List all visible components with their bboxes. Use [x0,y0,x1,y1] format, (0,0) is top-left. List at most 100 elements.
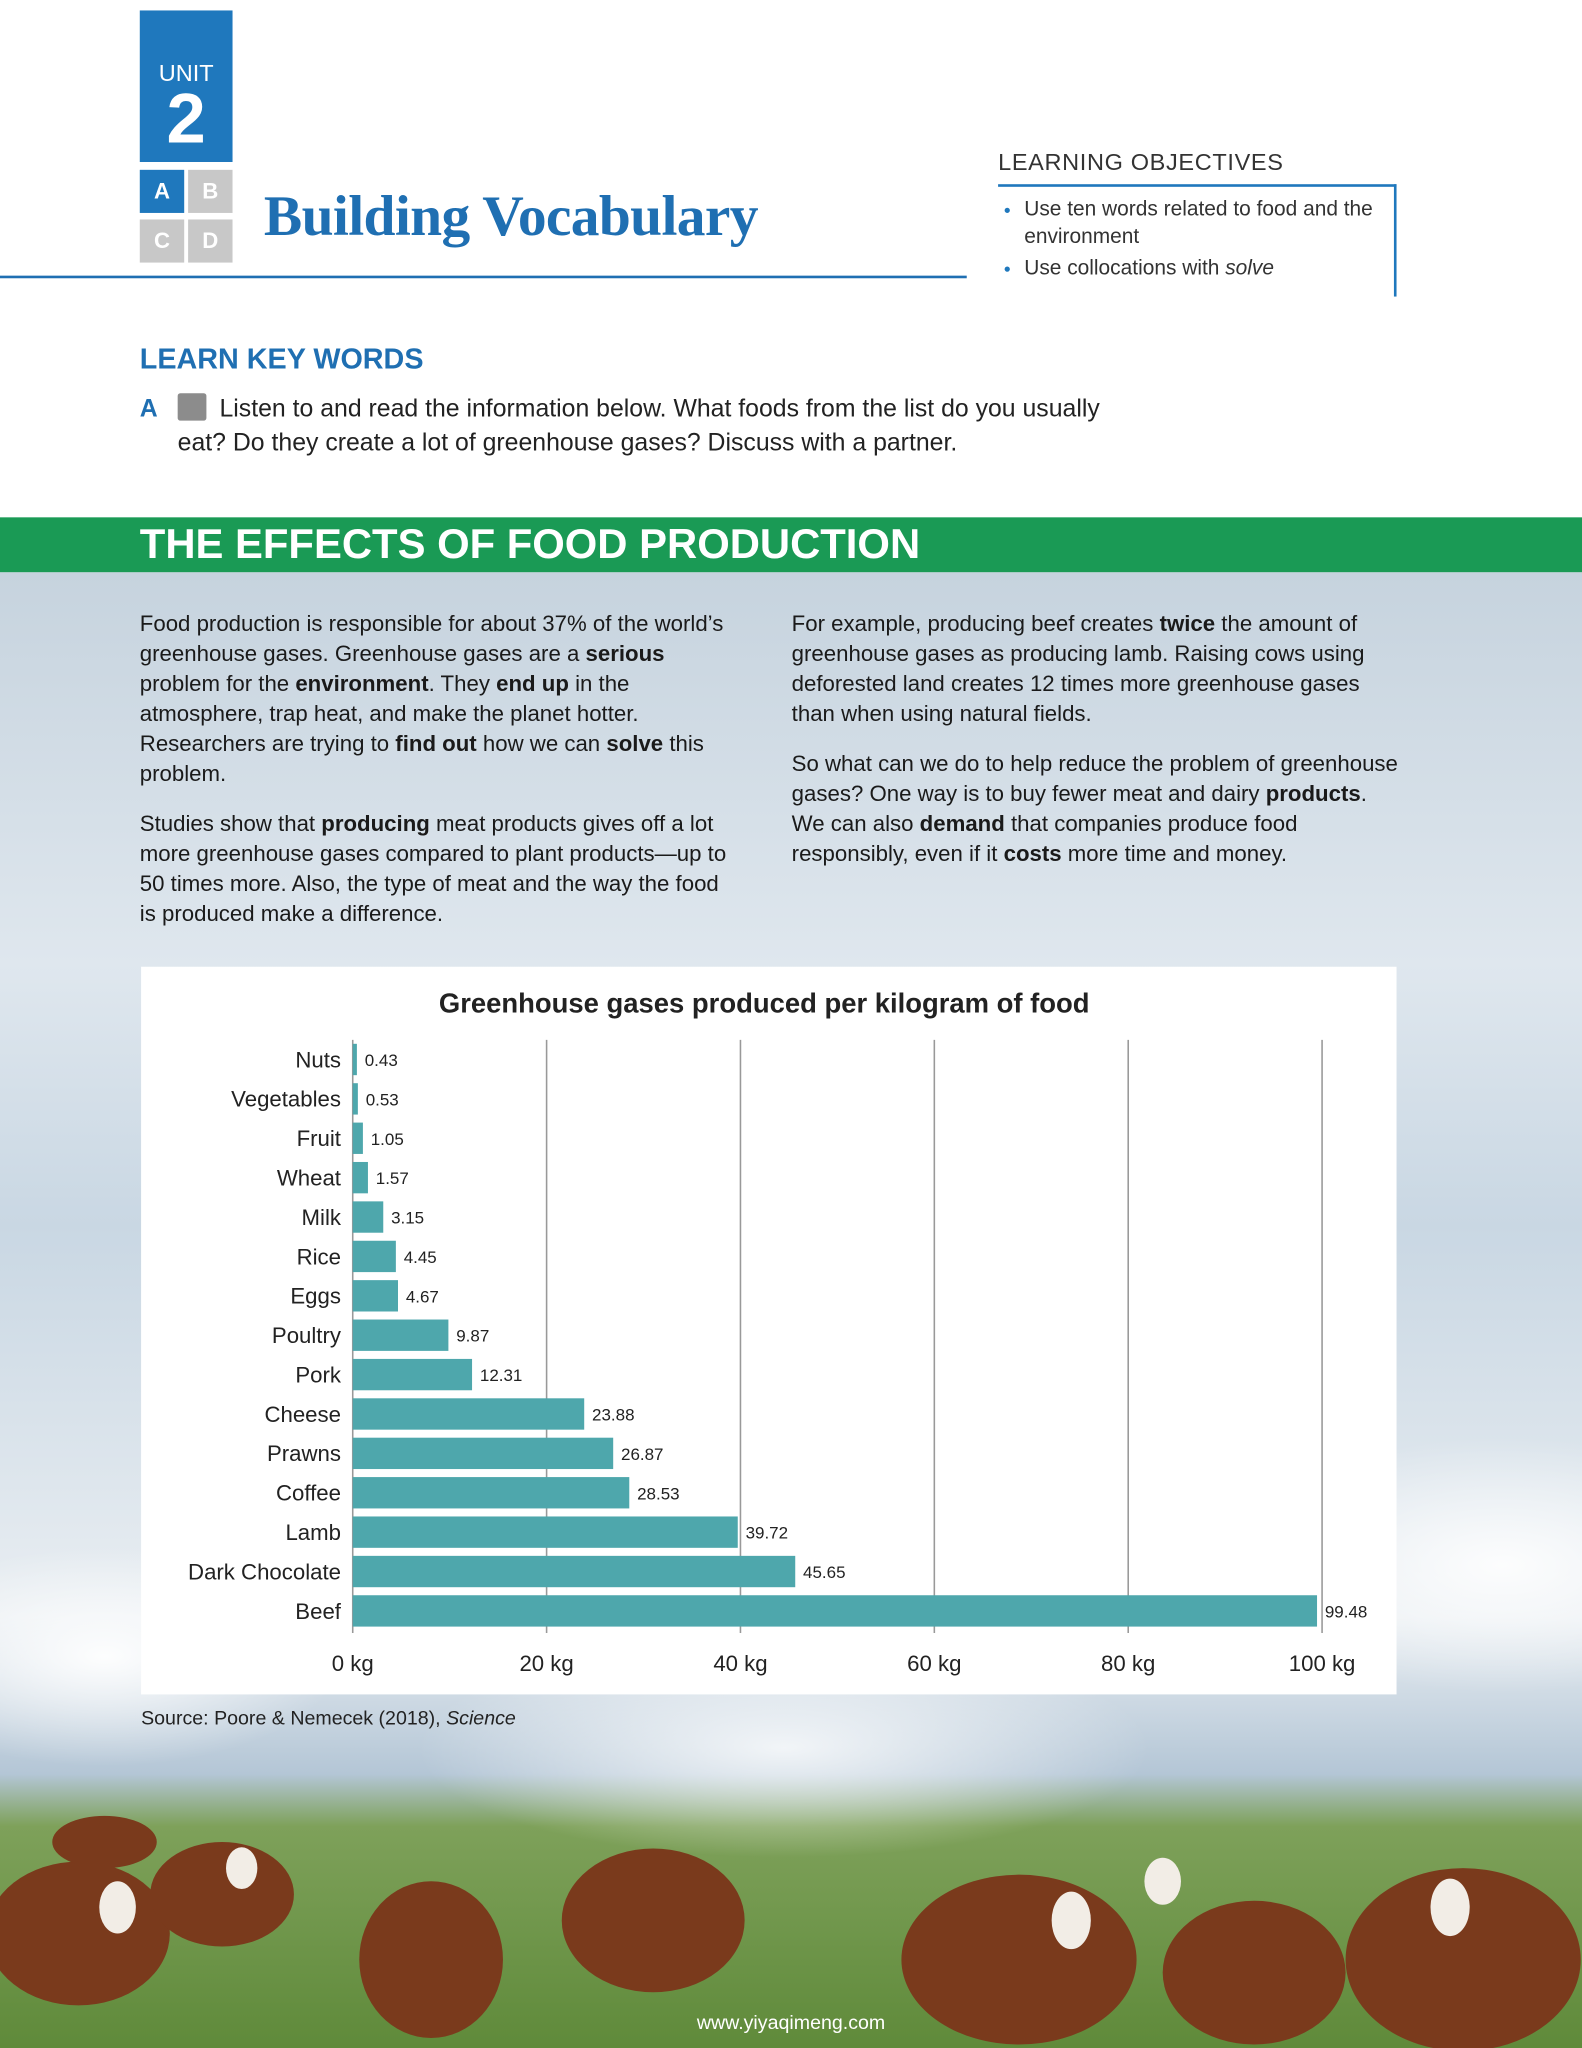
bar [352,1437,614,1470]
text-column: Food production is responsible for about… [140,609,734,949]
value-label: 1.57 [376,1169,409,1188]
cows-illustration [0,1815,1581,2048]
x-tick-label: 0 kg [332,1651,374,1676]
bar [352,1595,1318,1627]
text-run: meat products gives off a lot more green… [139,811,727,927]
y-tick-label: Poultry [272,1323,342,1348]
y-tick-label: Fruit [297,1126,341,1151]
y-tick-label: Prawns [267,1441,341,1466]
bar [352,1083,358,1115]
text-run: that companies produce food responsibly,… [791,811,1298,867]
emphasis: twice [1159,611,1216,637]
y-tick-label: Vegetables [231,1087,341,1112]
objectives-rule [998,184,1397,187]
bar [352,1043,357,1076]
x-tick-label: 80 kg [1101,1651,1155,1676]
bar [352,1280,398,1312]
value-label: 9.87 [456,1327,489,1346]
unit-badge: UNIT 2 [139,10,233,162]
bar [352,1477,630,1509]
value-label: 28.53 [637,1484,679,1503]
page-title: Building Vocabulary [263,184,759,249]
bar [352,1161,368,1194]
value-label: 39.72 [746,1524,788,1543]
emphasis: demand [919,811,1005,837]
bar [352,1122,363,1154]
unit-number: 2 [166,79,206,159]
emphasis: costs [1003,841,1062,867]
audio-icon[interactable] [177,393,207,421]
y-tick-label: Beef [295,1599,341,1624]
banner-title: THE EFFECTS OF FOOD PRODUCTION [139,519,921,567]
y-tick-label: Dark Chocolate [188,1559,341,1584]
paragraph: So what can we do to help reduce the pro… [792,749,1406,869]
emphasis: find out [395,731,477,757]
y-tick-label: Lamb [285,1520,341,1545]
emphasis: solve [1225,257,1275,280]
x-tick-label: 20 kg [519,1651,573,1676]
text-run: in the atmosphere, trap heat, and make t… [139,671,639,757]
section-tab: A [139,169,185,213]
value-label: 23.88 [592,1406,634,1425]
bar [352,1319,449,1351]
value-label: 26.87 [621,1445,663,1464]
bar [352,1555,796,1588]
banner: THE EFFECTS OF FOOD PRODUCTION [0,517,1582,573]
value-label: 99.48 [1325,1602,1367,1621]
value-label: 1.05 [371,1130,404,1149]
value-label: 3.15 [391,1209,424,1228]
text-run: . They [428,671,497,697]
emphasis: environment [295,671,429,697]
text-run: For example, producing beef creates [791,611,1160,637]
value-label: 4.45 [404,1248,437,1267]
task: Listen to and read the information below… [177,393,1119,461]
chart-panel: Greenhouse gases produced per kilogram o… [141,966,1397,1695]
source: Source: Poore & Nemecek (2018), Science [141,1707,516,1729]
text-run: Use collocations with [1024,257,1226,280]
objectives-title: LEARNING OBJECTIVES [998,148,1284,176]
value-label: 0.43 [365,1051,398,1070]
paragraph: For example, producing beef creates twic… [792,609,1406,729]
text-run: . We can also [791,781,1367,837]
title-rule [0,275,967,279]
bar [352,1240,396,1273]
section-tab: B [188,169,233,213]
unit-label: UNIT [158,60,214,87]
bar [352,1398,585,1430]
x-tick-label: 60 kg [907,1651,961,1676]
emphasis: solve [606,731,664,757]
value-label: 45.65 [803,1563,845,1582]
text-run: Food production is responsible for about… [139,611,724,667]
text-run: Studies show that [139,811,322,837]
task-letter: A [139,395,158,424]
chart: Greenhouse gases produced per kilogram o… [188,987,1367,1676]
text-run: So what can we do to help reduce the pro… [791,751,1398,807]
text-run: Source: Poore & Nemecek (2018), [141,1707,447,1730]
value-label: 0.53 [366,1090,399,1109]
emphasis: Science [446,1707,516,1730]
objective: Use ten words related to food and the en… [1024,196,1403,251]
value-label: 4.67 [406,1287,439,1306]
text-run: more time and money. [1061,841,1288,867]
x-tick-label: 40 kg [713,1651,767,1676]
text-run: the amount of greenhouse gases as produc… [791,611,1365,727]
value-label: 12.31 [480,1366,522,1385]
bar [352,1516,738,1548]
paragraph: Food production is responsible for about… [140,609,734,789]
emphasis: end up [496,671,569,697]
y-tick-label: Coffee [276,1481,341,1506]
chart-title: Greenhouse gases produced per kilogram o… [439,987,1090,1018]
text-column: For example, producing beef creates twic… [792,609,1406,889]
text-run: problem for the [139,671,296,697]
emphasis: producing [321,811,430,837]
section-heading: LEARN KEY WORDS [139,342,424,375]
bar [352,1358,473,1391]
watermark: www.yiyaqimeng.com [696,2011,886,2035]
section-tab: C [139,219,185,263]
y-tick-label: Milk [302,1205,342,1230]
y-tick-label: Cheese [264,1402,340,1427]
text-run: Use ten words related to food and the en… [1024,198,1373,249]
y-tick-label: Nuts [295,1047,341,1072]
